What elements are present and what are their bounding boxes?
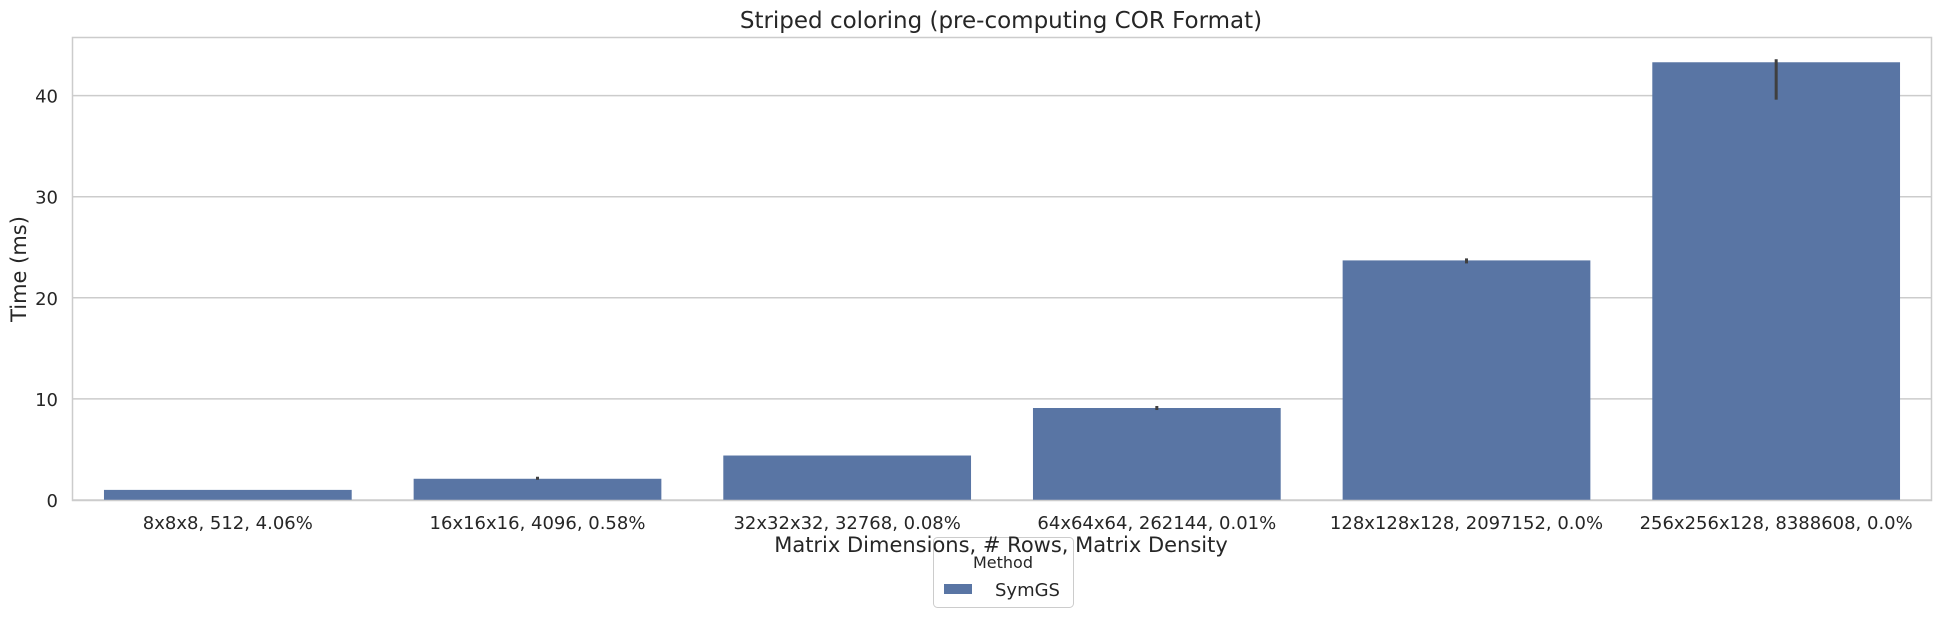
x-tick-label: 8x8x8, 512, 4.06% — [143, 513, 313, 534]
y-tick-labels: 0 10 20 30 40 — [35, 87, 58, 512]
bar — [723, 455, 972, 500]
bar — [1342, 260, 1591, 500]
y-tick-label: 30 — [35, 188, 58, 209]
y-tick-label: 0 — [47, 491, 58, 512]
legend-title: Method — [973, 553, 1033, 572]
x-tick-labels: 8x8x8, 512, 4.06% 16x16x16, 4096, 0.58% 32… — [143, 513, 1913, 534]
bars — [103, 62, 1901, 501]
bar — [413, 478, 662, 500]
x-tick-label: 32x32x32, 32768, 0.08% — [733, 513, 960, 534]
x-tick-label: 256x256x128, 8388608, 0.0% — [1640, 513, 1913, 534]
y-axis-label: Time (ms) — [7, 216, 31, 323]
y-tick-label: 10 — [35, 390, 58, 411]
x-axis-label: Matrix Dimensions, # Rows, Matrix Densit… — [774, 533, 1228, 557]
chart-title: Striped coloring (pre-computing COR Form… — [740, 8, 1262, 34]
plot-frame — [71, 36, 1933, 502]
error-bars — [536, 59, 1778, 480]
x-tick-label: 64x64x64, 262144, 0.01% — [1037, 513, 1276, 534]
bar — [103, 489, 352, 500]
x-tick-label: 16x16x16, 4096, 0.58% — [430, 513, 646, 534]
x-tick-label: 128x128x128, 2097152, 0.0% — [1330, 513, 1603, 534]
legend: Method SymGS — [933, 537, 1074, 608]
legend-swatch-symgs — [944, 584, 972, 594]
y-tick-label: 20 — [35, 289, 58, 310]
bar — [1652, 62, 1901, 501]
y-tick-label: 40 — [35, 87, 58, 108]
legend-label-symgs: SymGS — [995, 580, 1060, 601]
bar — [1032, 408, 1281, 500]
